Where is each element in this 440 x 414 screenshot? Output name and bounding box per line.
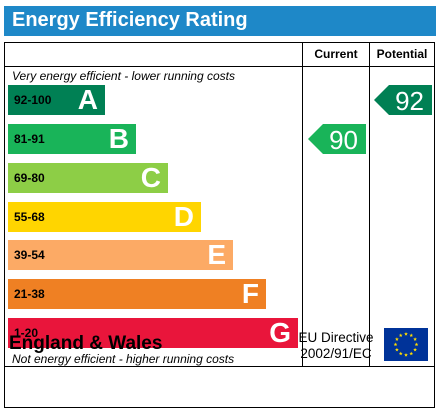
- rating-table: Current Potential Very energy efficient …: [4, 42, 435, 408]
- top-efficiency-note: Very energy efficient - lower running co…: [12, 69, 235, 83]
- page-title: Energy Efficiency Rating: [12, 9, 248, 31]
- title-bar: Energy Efficiency Rating: [4, 6, 436, 36]
- band-range-label: 69-80: [14, 171, 45, 185]
- eu-star: [404, 332, 408, 336]
- header-divider: [5, 66, 434, 67]
- current-rating-value: 90: [329, 125, 358, 155]
- country-label: England & Wales: [9, 333, 163, 354]
- eu-star: [398, 351, 403, 356]
- band-range-label: 21-38: [14, 287, 45, 301]
- potential-rating-arrow: 92: [374, 85, 432, 116]
- footer-divider: [5, 366, 434, 367]
- eu-directive-text: EU Directive 2002/91/EC: [290, 330, 382, 362]
- rating-band-f: 21-38 F: [8, 278, 266, 309]
- column-divider-current: [302, 43, 303, 367]
- potential-arrow-shape: [374, 85, 432, 115]
- band-letter: E: [207, 239, 226, 270]
- eu-star: [414, 342, 419, 347]
- rating-band-g: 1-20 G: [8, 317, 298, 348]
- band-letter: C: [140, 162, 161, 193]
- eu-star: [404, 353, 408, 357]
- current-rating-arrow: 90: [308, 124, 366, 155]
- eu-star: [413, 337, 417, 341]
- band-range-label: 81-91: [14, 132, 45, 146]
- bottom-efficiency-note: Not energy efficient - higher running co…: [12, 352, 235, 366]
- band-range-label: 1-20: [14, 326, 39, 340]
- band-range-label: 92-100: [14, 93, 52, 107]
- eu-directive-line2: 2002/91/EC: [300, 346, 372, 361]
- eu-star: [398, 333, 403, 338]
- current-column-header: Current: [314, 47, 358, 61]
- eu-star: [395, 347, 399, 352]
- eu-star: [409, 333, 414, 338]
- rating-band-b: 81-91 B: [8, 123, 136, 154]
- band-range-label: 39-54: [14, 248, 45, 262]
- potential-column-header: Potential: [376, 47, 428, 61]
- rating-band-d: 55-68 D: [8, 201, 201, 232]
- band-letter: B: [108, 123, 129, 154]
- potential-rating-value: 92: [395, 86, 424, 116]
- eu-star: [409, 351, 414, 356]
- eu-star: [393, 342, 398, 347]
- current-arrow-shape: [308, 124, 366, 154]
- band-letter: G: [269, 317, 291, 348]
- eu-star: [395, 337, 399, 341]
- eu-star: [413, 347, 417, 352]
- band-letter: A: [77, 84, 98, 115]
- rating-band-a: 92-100 A: [8, 84, 105, 115]
- band-range-label: 55-68: [14, 210, 45, 224]
- rating-band-c: 69-80 C: [8, 162, 168, 193]
- eu-directive-line1: EU Directive: [298, 330, 374, 345]
- column-divider-potential: [369, 43, 370, 367]
- eu-flag-stars: [393, 332, 419, 357]
- eu-flag-icon: [384, 328, 428, 361]
- band-letter: D: [173, 201, 194, 232]
- rating-band-e: 39-54 E: [8, 239, 233, 270]
- band-letter: F: [241, 278, 259, 309]
